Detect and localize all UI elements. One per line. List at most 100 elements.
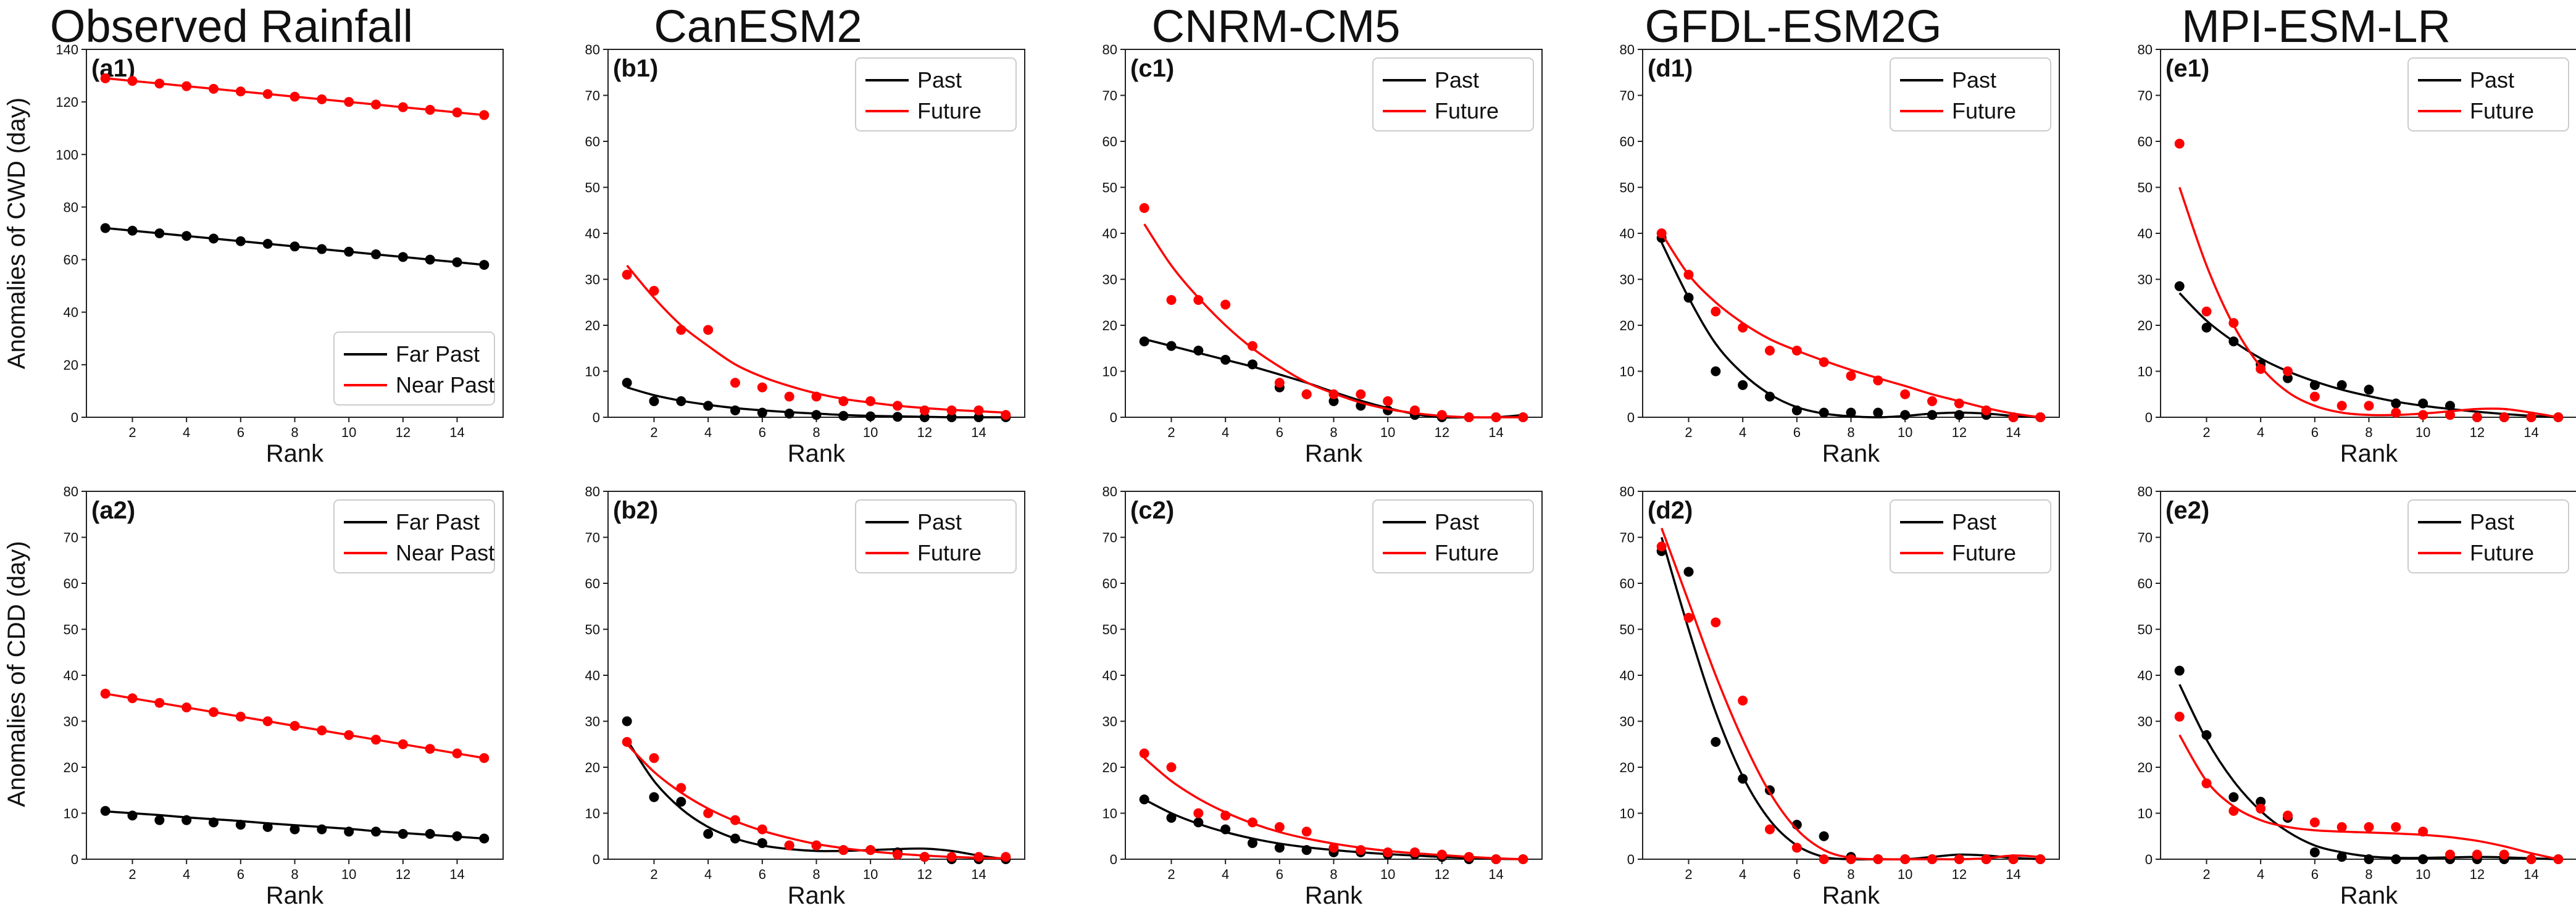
legend-label-future: Future <box>1952 540 2016 565</box>
y-tick-label: 20 <box>2138 318 2153 333</box>
data-point-future <box>1846 370 1856 381</box>
y-tick-label: 60 <box>2138 134 2153 149</box>
fit-line-past <box>1661 537 2041 861</box>
fit-line-past <box>1661 242 2041 418</box>
x-axis-label: Rank <box>266 440 324 467</box>
legend-label-past: Past <box>917 67 962 93</box>
y-tick-label: 20 <box>2138 760 2153 775</box>
y-tick-label: 30 <box>585 272 600 288</box>
data-point-future <box>2256 364 2266 374</box>
data-point-future <box>1683 270 1694 280</box>
x-tick-label: 14 <box>2006 425 2020 440</box>
y-tick-label: 40 <box>1103 668 1117 683</box>
x-tick-label: 4 <box>183 867 190 882</box>
data-point-past <box>703 829 714 839</box>
data-point-future <box>1409 405 1420 415</box>
y-tick-label: 20 <box>1620 760 1635 775</box>
data-point-far-past <box>235 236 246 246</box>
y-tick-label: 60 <box>64 576 78 591</box>
y-tick-label: 30 <box>585 714 600 730</box>
data-point-near-past <box>262 89 273 99</box>
data-point-future <box>649 286 659 296</box>
panel-label-d2: (d2) <box>1648 497 1693 524</box>
data-point-future <box>1791 843 1802 853</box>
y-tick-label: 20 <box>1103 760 1117 775</box>
data-point-far-past <box>262 239 273 249</box>
y-tick-label: 80 <box>585 484 600 499</box>
data-point-far-past <box>290 241 300 252</box>
x-tick-label: 2 <box>1167 867 1175 882</box>
data-point-past <box>2309 847 2320 857</box>
legend-label-past: Past <box>2470 509 2514 535</box>
data-point-past <box>2418 398 2428 409</box>
x-tick-label: 14 <box>2524 425 2538 440</box>
data-point-future <box>1491 412 1501 422</box>
y-tick-label: 50 <box>1103 180 1117 196</box>
x-tick-label: 2 <box>650 867 657 882</box>
x-tick-label: 10 <box>863 867 878 882</box>
y-tick-label: 50 <box>585 622 600 638</box>
data-point-past <box>649 792 659 802</box>
y-tick-label: 50 <box>64 622 78 638</box>
fit-line-past <box>2178 292 2559 418</box>
legend-label-future: Future <box>2470 98 2534 123</box>
y-tick-label: 70 <box>1620 88 1635 104</box>
data-point-past <box>2256 796 2266 807</box>
y-tick-label: 0 <box>2145 852 2153 867</box>
data-point-near-past <box>344 97 354 107</box>
data-point-past <box>1873 407 1883 418</box>
data-point-past <box>676 396 686 406</box>
data-point-past <box>865 411 876 422</box>
x-tick-label: 2 <box>1167 425 1175 440</box>
data-point-past <box>2336 380 2347 390</box>
row-ylabel-cwd: Anomalies of CWD (day) <box>3 98 30 369</box>
x-tick-label: 8 <box>1330 867 1337 882</box>
data-point-past <box>730 833 741 844</box>
x-tick-label: 10 <box>1380 425 1395 440</box>
x-tick-label: 10 <box>1898 867 1912 882</box>
x-tick-label: 4 <box>1739 867 1746 882</box>
data-point-far-past <box>479 260 490 270</box>
data-point-future <box>649 753 659 764</box>
data-point-near-past <box>100 688 110 699</box>
data-point-future <box>892 401 902 411</box>
data-point-future <box>973 405 984 415</box>
data-point-future <box>2391 407 2401 418</box>
data-point-future <box>2174 138 2185 149</box>
data-point-future <box>2472 412 2482 422</box>
legend-box <box>1890 57 2051 131</box>
panel-c2: 2 4 6 8 10 12 14 0 10 20 30 40 50 60 70 80 Rank (c2) Past F… <box>1103 484 1543 909</box>
y-tick-label: 60 <box>585 134 600 149</box>
data-point-future <box>2418 410 2428 420</box>
data-point-past <box>2201 730 2212 740</box>
y-tick-label: 10 <box>2138 364 2153 380</box>
data-point-future <box>2418 826 2428 837</box>
y-tick-label: 70 <box>585 530 600 546</box>
data-point-future <box>1139 748 1149 759</box>
data-point-past <box>1738 380 1748 390</box>
data-point-past <box>2364 854 2374 864</box>
data-point-near-past <box>398 739 408 749</box>
data-point-far-past <box>100 223 110 233</box>
panel-e1: 2 4 6 8 10 12 14 0 10 20 30 40 50 60 70 80 Rank (e1) Past F… <box>2138 42 2576 467</box>
x-tick-label: 4 <box>704 867 712 882</box>
data-point-future <box>1301 389 1312 399</box>
legend-box <box>855 499 1017 573</box>
y-tick-label: 60 <box>585 576 600 591</box>
y-tick-label: 50 <box>1620 180 1635 196</box>
data-point-past <box>2228 792 2239 802</box>
data-point-far-past <box>398 252 408 262</box>
data-point-future <box>1001 410 1011 420</box>
x-tick-label: 4 <box>2257 867 2264 882</box>
panel-label-b1: (b1) <box>613 55 658 82</box>
data-point-future <box>1436 410 1447 420</box>
legend-box <box>1890 499 2051 573</box>
data-point-near-past <box>452 107 462 118</box>
data-point-past <box>892 412 902 422</box>
data-point-future <box>1738 322 1748 333</box>
data-point-far-past <box>181 815 192 825</box>
data-point-future <box>1927 854 1937 864</box>
x-tick-label: 14 <box>2524 867 2538 882</box>
data-point-far-past <box>344 246 354 257</box>
data-point-near-past <box>100 73 110 83</box>
